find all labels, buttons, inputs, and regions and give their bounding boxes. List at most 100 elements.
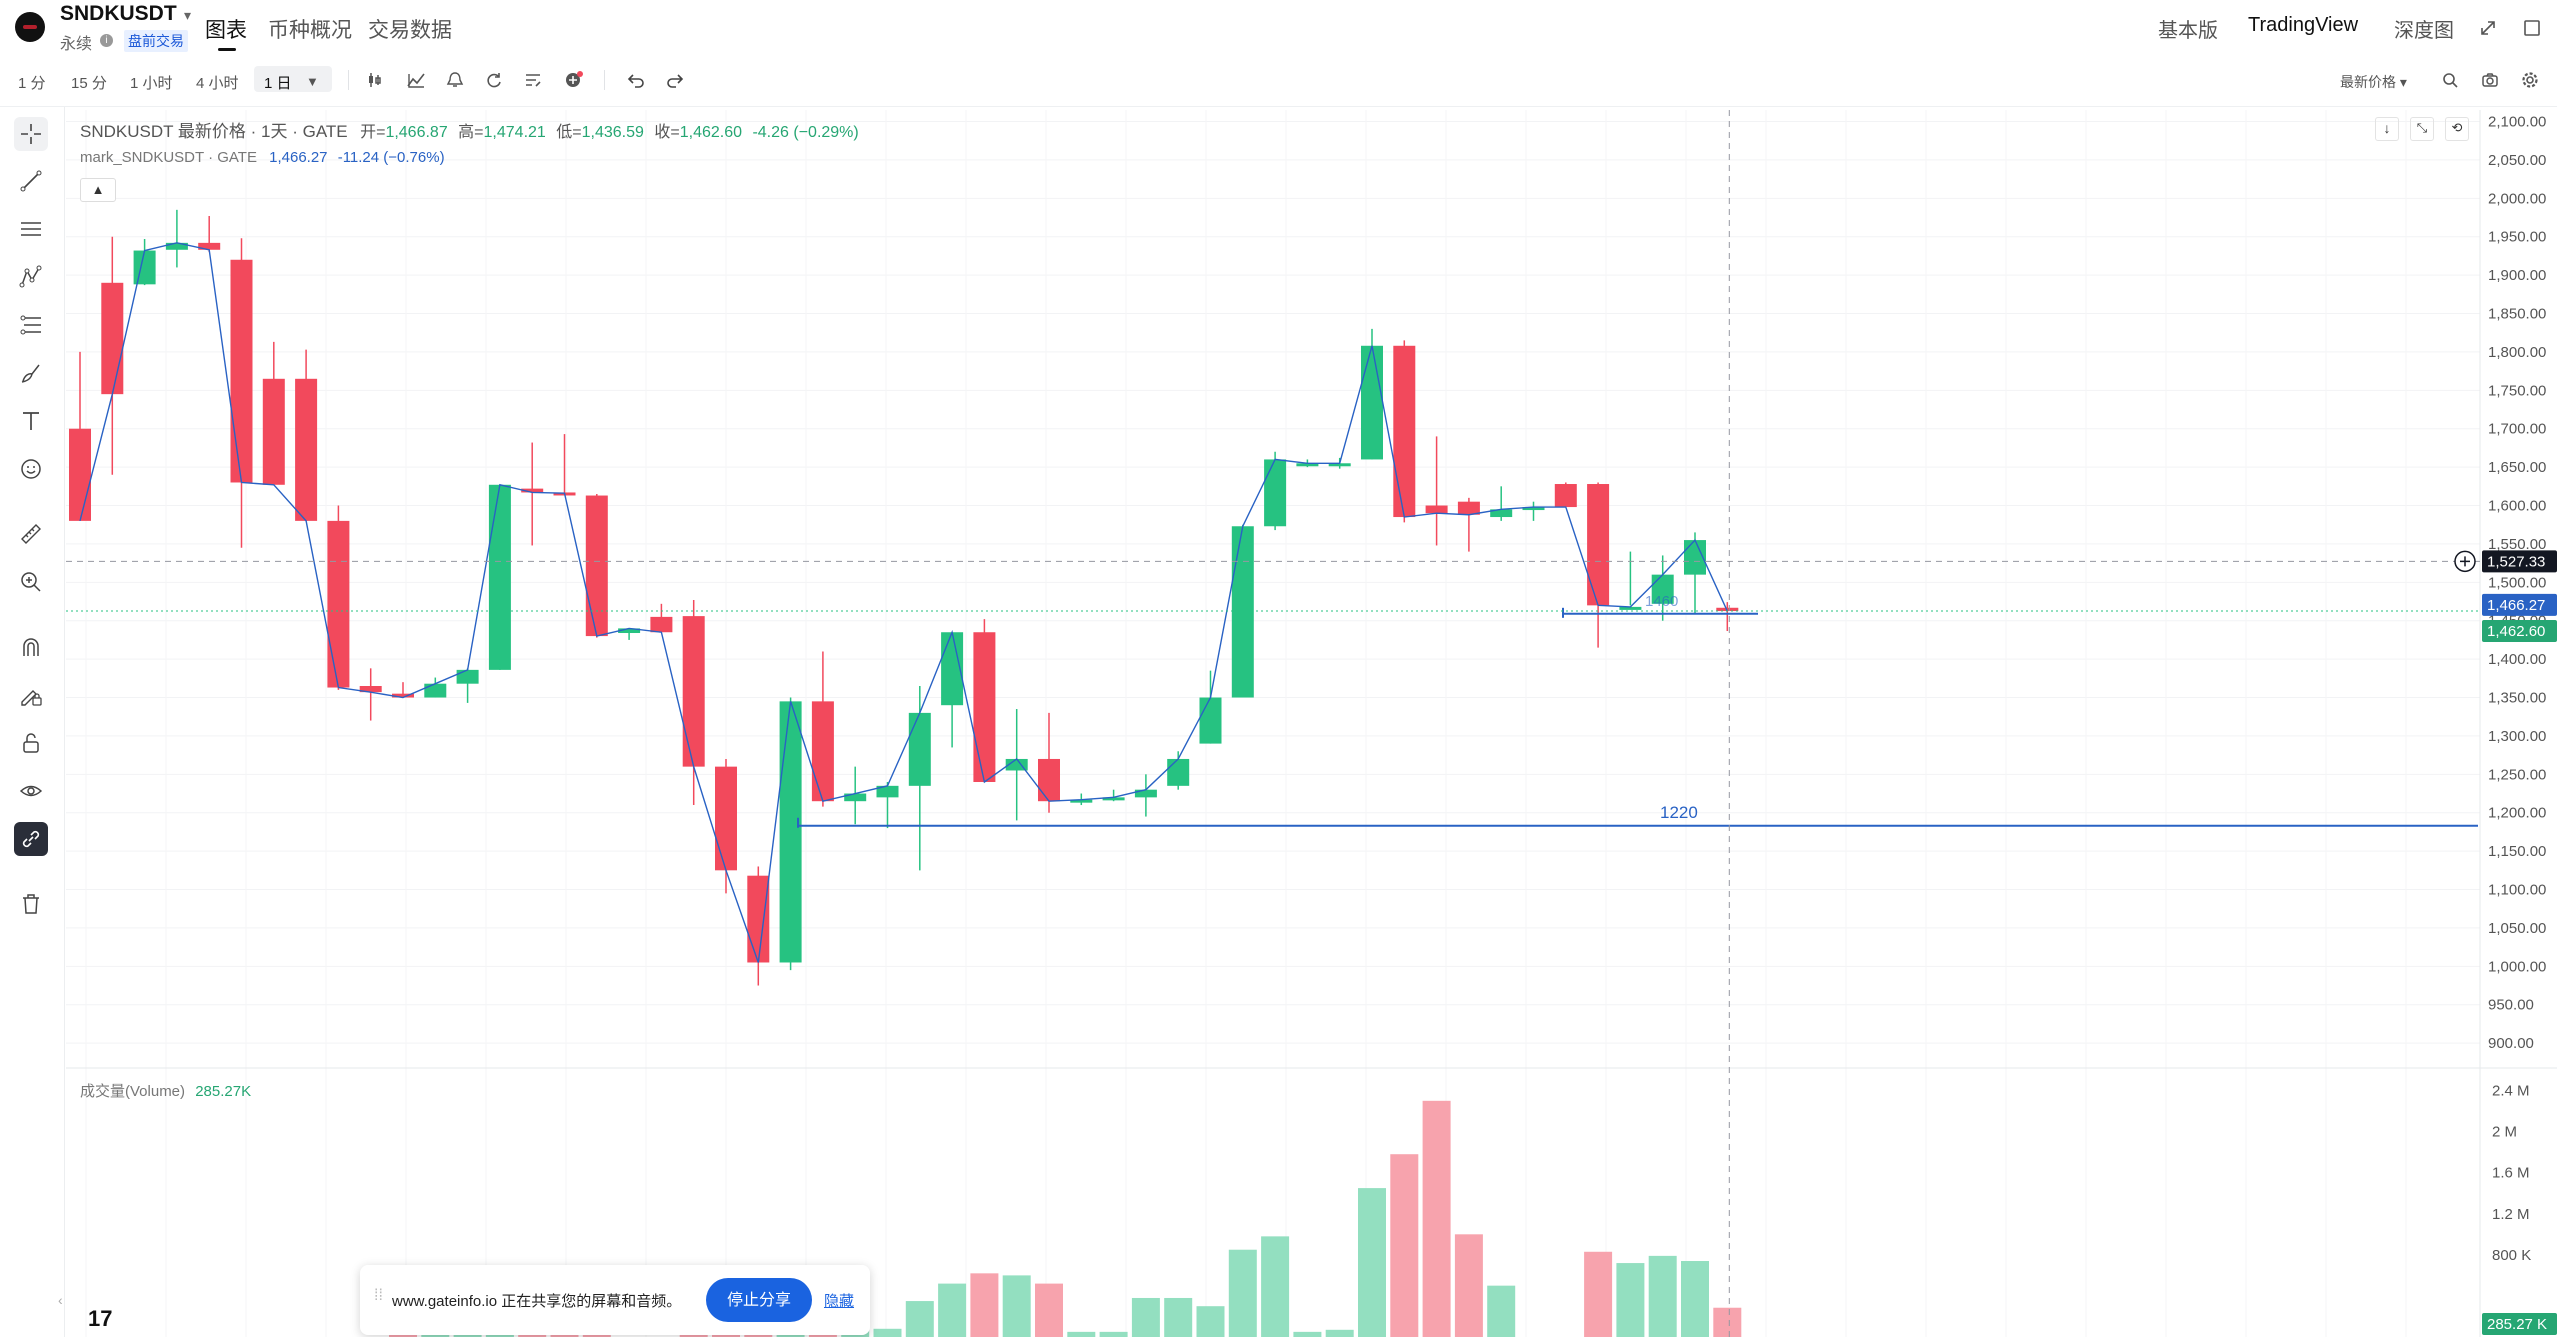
candle-body — [1522, 507, 1545, 511]
expand-icon[interactable] — [2478, 18, 2498, 38]
templates-icon[interactable] — [523, 70, 543, 90]
legend-open: 1,466.87 — [385, 124, 448, 141]
volume-current-tag: 285.27 K — [2487, 1316, 2547, 1333]
fib-icon[interactable] — [14, 308, 48, 342]
candle-body — [1167, 758, 1190, 786]
candle-body — [1328, 463, 1351, 467]
pattern-icon[interactable] — [14, 260, 48, 294]
premarket-badge: 盘前交易 — [124, 30, 188, 52]
level-label-1220: 1220 — [1660, 803, 1698, 822]
volume-bar — [1228, 1249, 1257, 1337]
emoji-icon[interactable] — [14, 452, 48, 486]
candle-body — [1457, 501, 1480, 515]
redo-icon[interactable] — [665, 70, 685, 90]
interval-1d[interactable]: 1 日 — [264, 75, 292, 92]
chevron-down-icon[interactable]: ▼ — [306, 74, 319, 89]
crosshair-icon[interactable] — [14, 117, 48, 151]
candle-body — [1587, 484, 1610, 606]
interval-1m[interactable]: 1 分 — [18, 75, 46, 92]
lock-icon[interactable] — [14, 726, 48, 760]
indicators-icon[interactable] — [406, 70, 426, 90]
volume-bar — [873, 1328, 902, 1337]
volume-bar — [1293, 1331, 1322, 1337]
arrow-down-icon[interactable]: ↓ — [2375, 117, 2399, 141]
hide-link[interactable]: 隐藏 — [824, 1293, 855, 1310]
mark-value: 1,466.27 — [269, 149, 328, 166]
reset-icon[interactable]: ⟲ — [2445, 117, 2469, 141]
alert-icon[interactable] — [445, 70, 465, 90]
add-compare-icon[interactable] — [563, 70, 583, 90]
price-tick-label: 1,000.00 — [2488, 958, 2546, 975]
trend-line-icon[interactable] — [14, 164, 48, 198]
candle-body — [521, 488, 544, 493]
horizontal-lines-icon[interactable] — [14, 212, 48, 246]
candle-body — [941, 632, 964, 706]
chart-toolbar: 1 分 15 分 1 小时 4 小时 1 日 ▼ — [0, 64, 2557, 96]
trash-icon[interactable] — [14, 887, 48, 921]
text-icon[interactable] — [14, 404, 48, 438]
interval-15m[interactable]: 15 分 — [71, 75, 107, 92]
ruler-icon[interactable] — [14, 517, 48, 551]
candle-body — [262, 378, 285, 485]
info-icon[interactable]: i — [100, 34, 113, 47]
interval-4h[interactable]: 4 小时 — [196, 75, 239, 92]
price-tick-label: 2,000.00 — [2488, 190, 2546, 207]
volume-tick-label: 2 M — [2492, 1124, 2517, 1141]
collapse-legend-button[interactable]: ▲ — [80, 178, 116, 202]
volume-bar — [1713, 1307, 1742, 1337]
view-basic[interactable]: 基本版 — [2158, 20, 2218, 42]
symbol-selector[interactable]: SNDKUSDT — [60, 2, 177, 25]
toolbar-divider — [0, 106, 2557, 107]
candle-body — [585, 495, 608, 637]
shrink-icon[interactable]: ⤡ — [2410, 117, 2434, 141]
plus-icon — [2460, 556, 2470, 567]
undo-icon[interactable] — [626, 70, 646, 90]
chevron-left-icon[interactable]: ‹ — [58, 1292, 63, 1308]
drag-handle-icon[interactable]: ⁞⁞ — [374, 1287, 383, 1304]
settings-icon[interactable] — [2520, 70, 2540, 90]
mark-change: -11.24 (−0.76%) — [337, 149, 445, 166]
share-message: www.gateinfo.io 正在共享您的屏幕和音频。 — [392, 1290, 681, 1311]
legend-mark: mark_SNDKUSDT · GATE 1,466.27 -11.24 (−0… — [80, 149, 445, 166]
drawing-toolbar — [0, 107, 64, 1337]
price-type-select[interactable]: 最新价格 ▾ — [2340, 72, 2407, 92]
view-tradingview[interactable]: TradingView — [2248, 14, 2359, 36]
link-icon[interactable] — [14, 822, 48, 856]
volume-bar — [1164, 1297, 1193, 1337]
magnet-icon[interactable] — [14, 630, 48, 664]
volume-axis: 2.4 M 2 M 1.6 M 1.2 M 800 K 285.27 K — [2482, 1083, 2557, 1335]
price-tick-label: 900.00 — [2488, 1035, 2534, 1052]
share-domain: www.gateinfo.io — [392, 1293, 498, 1310]
view-depth[interactable]: 深度图 — [2394, 20, 2454, 42]
tab-coin-overview[interactable]: 币种概况 — [268, 19, 352, 42]
candle-type-icon[interactable] — [366, 70, 386, 90]
stop-share-button[interactable]: 停止分享 — [706, 1278, 812, 1322]
lock-drawing-icon[interactable] — [14, 678, 48, 712]
brush-icon[interactable] — [14, 356, 48, 390]
search-icon[interactable] — [2440, 70, 2460, 90]
crosshair-price-tag: 1,527.33 — [2487, 553, 2545, 570]
fullscreen-icon[interactable] — [2522, 18, 2542, 38]
legend-high: 1,474.21 — [483, 124, 546, 141]
volume-value: 285.27K — [195, 1083, 252, 1100]
volume-legend: 成交量(Volume) 285.27K — [80, 1080, 251, 1101]
screen-share-bar: ⁞⁞ www.gateinfo.io 正在共享您的屏幕和音频。 停止分享 隐藏 — [360, 1265, 870, 1335]
interval-1h[interactable]: 1 小时 — [130, 75, 173, 92]
eye-icon[interactable] — [14, 774, 48, 808]
zoom-in-icon[interactable] — [14, 565, 48, 599]
volume-bar — [970, 1273, 999, 1337]
volume-label: 成交量(Volume) — [80, 1083, 186, 1100]
tab-chart[interactable]: 图表 — [205, 19, 247, 42]
volume-tick-label: 1.2 M — [2492, 1206, 2530, 1223]
chevron-down-icon[interactable]: ▾ — [184, 7, 192, 23]
camera-icon[interactable] — [2480, 70, 2500, 90]
volume-bars — [389, 1100, 1742, 1337]
replay-icon[interactable] — [484, 70, 504, 90]
toolbar-separator — [604, 70, 605, 90]
volume-bar — [1454, 1234, 1483, 1337]
tab-trade-data[interactable]: 交易数据 — [368, 19, 452, 42]
top-header: SNDKUSDT ▾ 永续 i 盘前交易 图表 币种概况 交易数据 基本版 Tr… — [0, 0, 2557, 56]
legend-low: 1,436.59 — [581, 124, 644, 141]
volume-bar — [1099, 1331, 1128, 1337]
